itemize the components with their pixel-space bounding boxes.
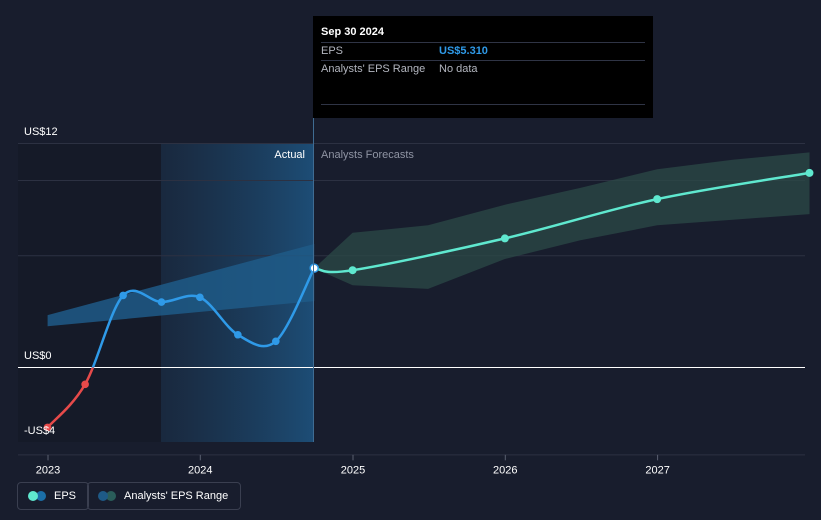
forecast-point[interactable] xyxy=(805,168,814,177)
legend-eps-label: EPS xyxy=(54,490,77,502)
forecast-point[interactable] xyxy=(653,195,662,204)
eps-point[interactable] xyxy=(234,330,242,339)
range-legend-icon xyxy=(98,491,116,501)
y-label-zero: US$0 xyxy=(24,350,52,362)
eps-point-current[interactable] xyxy=(309,263,319,273)
forecast-point[interactable] xyxy=(500,234,509,243)
eps-point[interactable] xyxy=(119,291,127,300)
y-label-bottom: -US$4 xyxy=(24,425,55,437)
eps-point[interactable] xyxy=(196,293,204,302)
x-tick-label: 2024 xyxy=(188,464,212,476)
eps-point[interactable] xyxy=(157,298,166,306)
x-tick-label: 2027 xyxy=(645,464,669,476)
eps-legend-icon xyxy=(28,491,46,501)
eps-point[interactable] xyxy=(43,423,52,432)
legend-eps[interactable]: EPS xyxy=(17,482,90,510)
actual-range-band xyxy=(47,244,315,327)
tooltip-range-value: No data xyxy=(439,63,478,75)
x-tick-label: 2023 xyxy=(36,464,60,476)
x-tick-label: 2025 xyxy=(341,464,365,476)
legend-range[interactable]: Analysts' EPS Range xyxy=(87,482,242,510)
eps-point[interactable] xyxy=(81,380,89,389)
tooltip-eps-label: EPS xyxy=(321,45,344,57)
y-label-top: US$12 xyxy=(24,126,58,138)
tooltip-row-range: Analysts' EPS Range No data xyxy=(321,60,645,78)
tooltip-range-label: Analysts' EPS Range xyxy=(321,63,426,75)
eps-point[interactable] xyxy=(272,337,280,346)
forecast-label: Analysts Forecasts xyxy=(321,149,414,161)
tooltip-date: Sep 30 2024 xyxy=(321,26,384,38)
eps-line-negative xyxy=(46,367,95,429)
actual-label: Actual xyxy=(274,149,305,161)
forecast-range-band xyxy=(314,152,810,289)
tooltip: Sep 30 2024 EPS US$5.310 Analysts' EPS R… xyxy=(313,16,653,118)
tooltip-row-eps: EPS US$5.310 xyxy=(321,42,645,60)
tooltip-divider xyxy=(321,104,645,105)
tooltip-eps-value: US$5.310 xyxy=(439,45,488,57)
eps-points xyxy=(43,168,814,432)
forecast-point[interactable] xyxy=(348,266,357,275)
legend-range-label: Analysts' EPS Range xyxy=(124,490,229,502)
x-tick-label: 2026 xyxy=(493,464,517,476)
x-axis-ticks: 2023 2024 2025 2026 2027 xyxy=(36,454,670,476)
